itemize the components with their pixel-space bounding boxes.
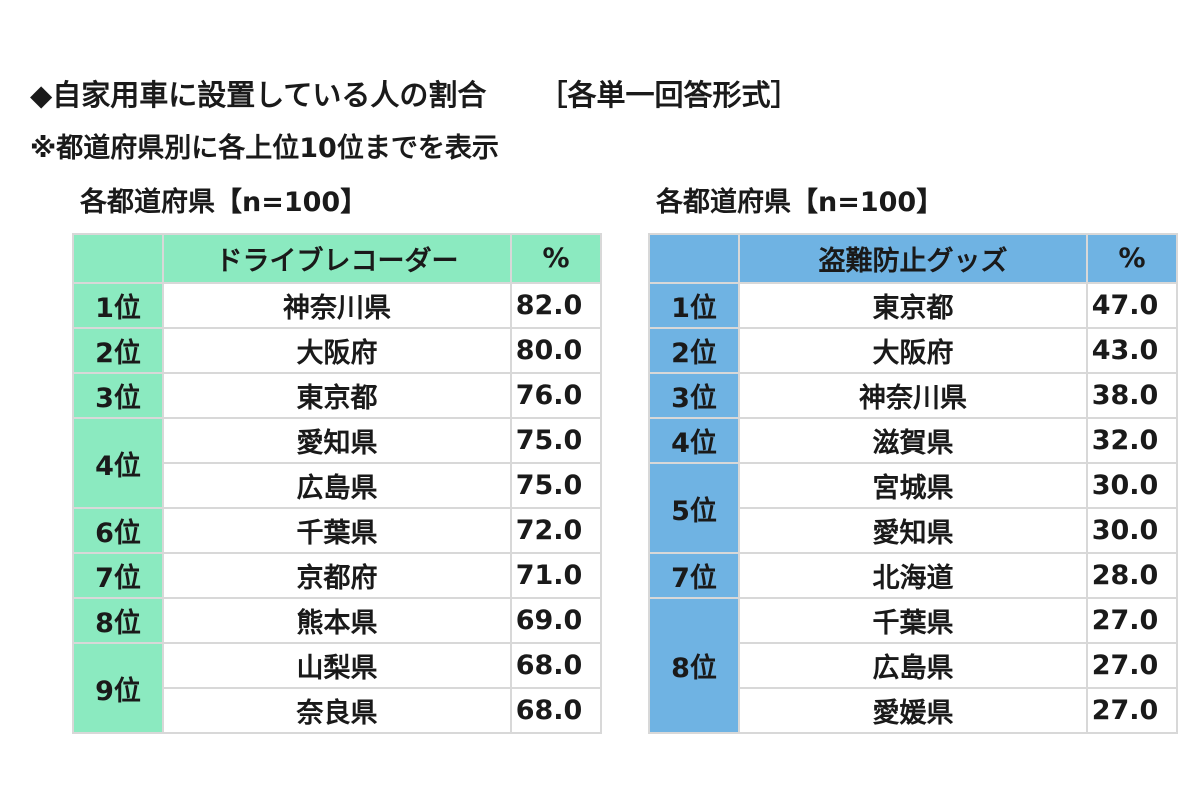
table-row: 奈良県 68.0 — [73, 687, 602, 734]
table-row: 5位 宮城県 30.0 — [648, 462, 1178, 554]
drive-recorder-table: ドライブレコーダー % 1位 神奈川県 82.0 2位 大阪府 80.0 3位 … — [72, 233, 602, 734]
percent-cell: 76.0 — [510, 372, 602, 419]
rank-cell: 3位 — [648, 372, 740, 419]
rank-cell: 8位 — [72, 597, 164, 644]
prefecture-cell: 大阪府 — [162, 327, 512, 374]
percent-cell: 43.0 — [1086, 327, 1178, 374]
table-row: 2位 大阪府 80.0 — [72, 327, 602, 374]
percent-cell: 30.0 — [1086, 462, 1178, 509]
percent-cell: 27.0 — [1086, 687, 1178, 734]
table-row: 6位 千葉県 72.0 — [72, 507, 602, 554]
prefecture-cell: 神奈川県 — [738, 372, 1088, 419]
rank-cell: 5位 — [648, 462, 740, 554]
percent-cell: 75.0 — [510, 462, 602, 509]
table-row: 広島県 27.0 — [649, 642, 1178, 689]
table-row: 8位 熊本県 69.0 — [72, 597, 602, 644]
percent-cell: 27.0 — [1086, 642, 1178, 689]
table-row: 1位 東京都 47.0 — [648, 282, 1178, 329]
percent-cell: 47.0 — [1086, 282, 1178, 329]
prefecture-cell: 山梨県 — [162, 642, 512, 689]
prefecture-cell: 千葉県 — [162, 507, 512, 554]
table-row: 愛媛県 27.0 — [649, 687, 1178, 734]
percent-cell: 72.0 — [510, 507, 602, 554]
table-row: 1位 神奈川県 82.0 — [72, 282, 602, 329]
prefecture-cell: 宮城県 — [738, 462, 1088, 509]
percent-header: % — [510, 233, 602, 284]
table-header-row: ドライブレコーダー % — [72, 233, 602, 284]
prefecture-cell: 熊本県 — [162, 597, 512, 644]
prefecture-cell: 千葉県 — [738, 597, 1088, 644]
percent-cell: 75.0 — [510, 417, 602, 464]
rank-cell: 7位 — [648, 552, 740, 599]
rank-cell: 3位 — [72, 372, 164, 419]
chart-title: ◆自家用車に設置している人の割合 ［各単一回答形式］ — [30, 72, 799, 114]
prefecture-cell: 北海道 — [738, 552, 1088, 599]
title-text: ◆自家用車に設置している人の割合 — [30, 78, 487, 112]
rank-header-cell — [72, 233, 164, 284]
table-row: 3位 東京都 76.0 — [72, 372, 602, 419]
table-row: 9位 山梨県 68.0 — [72, 642, 602, 734]
table-row: 7位 北海道 28.0 — [648, 552, 1178, 599]
table-row: 4位 愛知県 75.0 — [72, 417, 602, 509]
prefecture-cell: 滋賀県 — [738, 417, 1088, 464]
table2-caption: 各都道府県【n=100】 — [656, 187, 944, 218]
anti-theft-table: 盗難防止グッズ % 1位 東京都 47.0 2位 大阪府 43.0 3位 神奈川… — [648, 233, 1178, 734]
prefecture-cell: 東京都 — [738, 282, 1088, 329]
percent-cell: 82.0 — [510, 282, 602, 329]
table-header-row: 盗難防止グッズ % — [648, 233, 1178, 284]
percent-cell: 80.0 — [510, 327, 602, 374]
table-row: 愛知県 30.0 — [649, 507, 1178, 554]
display-note: ※都道府県別に各上位10位までを表示 — [30, 133, 499, 164]
prefecture-cell: 奈良県 — [162, 687, 512, 734]
rank-cell: 1位 — [648, 282, 740, 329]
rank-cell: 7位 — [72, 552, 164, 599]
rank-header-cell — [648, 233, 740, 284]
table-row: 2位 大阪府 43.0 — [648, 327, 1178, 374]
prefecture-cell: 京都府 — [162, 552, 512, 599]
rank-cell: 1位 — [72, 282, 164, 329]
prefecture-cell: 愛媛県 — [738, 687, 1088, 734]
prefecture-cell: 東京都 — [162, 372, 512, 419]
prefecture-cell: 広島県 — [738, 642, 1088, 689]
prefecture-cell: 愛知県 — [738, 507, 1088, 554]
item-header: ドライブレコーダー — [162, 233, 512, 284]
item-header: 盗難防止グッズ — [738, 233, 1088, 284]
table-row: 4位 滋賀県 32.0 — [648, 417, 1178, 464]
rank-cell: 9位 — [72, 642, 164, 734]
rank-cell: 4位 — [72, 417, 164, 509]
percent-cell: 68.0 — [510, 687, 602, 734]
rank-cell: 4位 — [648, 417, 740, 464]
percent-cell: 30.0 — [1086, 507, 1178, 554]
table-row: 3位 神奈川県 38.0 — [648, 372, 1178, 419]
table-row: 8位 千葉県 27.0 — [648, 597, 1178, 734]
table1-caption: 各都道府県【n=100】 — [80, 187, 368, 218]
percent-cell: 68.0 — [510, 642, 602, 689]
table-row: 7位 京都府 71.0 — [72, 552, 602, 599]
percent-cell: 71.0 — [510, 552, 602, 599]
rank-cell: 2位 — [648, 327, 740, 374]
prefecture-cell: 神奈川県 — [162, 282, 512, 329]
percent-cell: 32.0 — [1086, 417, 1178, 464]
percent-cell: 27.0 — [1086, 597, 1178, 644]
percent-header: % — [1086, 233, 1178, 284]
percent-cell: 38.0 — [1086, 372, 1178, 419]
rank-cell: 8位 — [648, 597, 740, 734]
prefecture-cell: 大阪府 — [738, 327, 1088, 374]
answer-format-text: ［各単一回答形式］ — [538, 78, 800, 112]
percent-cell: 28.0 — [1086, 552, 1178, 599]
rank-cell: 6位 — [72, 507, 164, 554]
table-row: 広島県 75.0 — [73, 462, 602, 509]
rank-cell: 2位 — [72, 327, 164, 374]
prefecture-cell: 広島県 — [162, 462, 512, 509]
prefecture-cell: 愛知県 — [162, 417, 512, 464]
percent-cell: 69.0 — [510, 597, 602, 644]
